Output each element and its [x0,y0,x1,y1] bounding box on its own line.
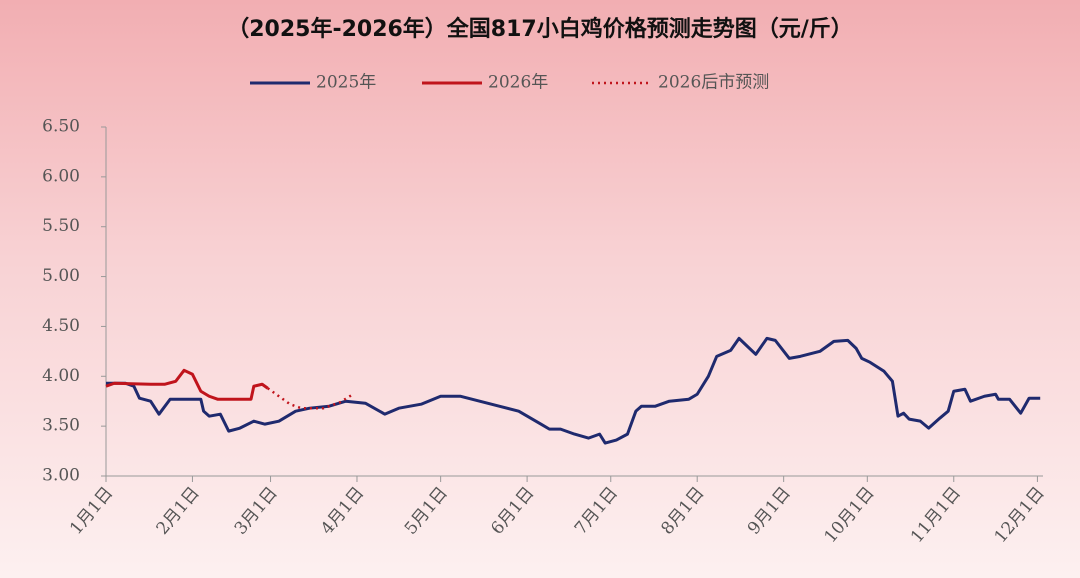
chart-title: （2025年-2026年）全国817小白鸡价格预测走势图（元/斤） [227,16,853,42]
x-tick-label: 8月1日 [657,483,708,538]
y-tick-label: 3.50 [42,416,80,436]
x-tick-label: 10月1日 [821,483,879,547]
y-tick-label: 6.50 [42,117,80,137]
legend-label: 2026年 [488,73,548,93]
x-tick-label: 7月1日 [571,483,622,538]
series-line [267,387,353,410]
series-line [105,368,269,401]
y-tick-label: 3.00 [42,466,80,486]
x-tick-label: 6月1日 [487,483,538,538]
x-tick-label: 5月1日 [401,483,452,538]
y-tick-label: 5.00 [42,266,80,286]
x-tick-label: 2月1日 [153,483,204,538]
x-tick-label: 1月1日 [66,483,117,538]
y-tick-label: 4.50 [42,316,80,336]
x-tick-label: 11月1日 [907,483,965,547]
y-tick-label: 5.50 [42,216,80,236]
y-tick-label: 6.00 [42,166,80,186]
x-tick-label: 9月1日 [744,483,795,538]
series-line [106,336,1041,445]
x-tick-label: 4月1日 [317,483,368,538]
x-tick-label: 3月1日 [231,483,282,538]
legend-label: 2026后市预测 [658,73,769,93]
legend-label: 2025年 [316,73,376,93]
y-tick-label: 4.00 [42,366,80,386]
x-tick-label: 12月1日 [991,483,1049,547]
